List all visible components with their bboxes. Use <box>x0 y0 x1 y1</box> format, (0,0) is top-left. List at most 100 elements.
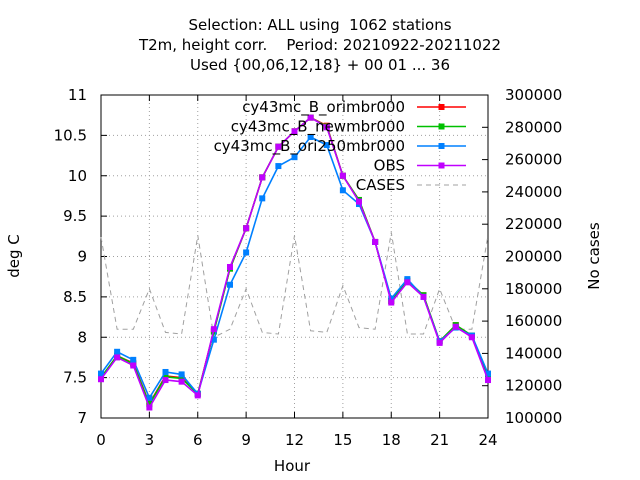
data-point <box>162 377 169 384</box>
data-point <box>194 392 201 399</box>
data-point <box>339 172 346 179</box>
data-point <box>130 356 137 363</box>
y2-tick-label: 160000 <box>505 312 562 330</box>
series-layer <box>98 114 491 411</box>
legend-label: cy43mc_B_newmbr000 <box>231 118 405 137</box>
data-point <box>178 371 185 378</box>
y-tick-label: 10 <box>68 167 87 185</box>
data-point <box>356 198 362 205</box>
data-point <box>210 336 217 343</box>
chart-title-line-3: Used {00,06,12,18} + 00 01 ... 36 <box>189 56 451 74</box>
x-axis-label: Hour <box>274 457 311 475</box>
data-point <box>243 225 250 232</box>
y-tick-label: 9 <box>77 248 87 266</box>
x-tick-label: 0 <box>96 431 106 449</box>
data-point <box>275 163 282 170</box>
legend-swatch-marker <box>438 123 445 130</box>
y-tick-label: 10.5 <box>54 126 87 144</box>
data-point <box>372 238 379 245</box>
data-point <box>420 293 427 300</box>
x-tick-label: 18 <box>382 431 401 449</box>
data-point <box>404 276 411 283</box>
data-point <box>146 404 153 411</box>
y2-tick-label: 220000 <box>505 215 562 233</box>
y-tick-label: 8 <box>77 328 87 346</box>
data-point <box>275 143 282 150</box>
series-line <box>100 232 489 339</box>
chart-title-line-1: Selection: ALL using 1062 stations <box>188 16 452 34</box>
y-tick-label: 9.5 <box>63 207 87 225</box>
y2-tick-label: 300000 <box>505 86 562 104</box>
data-point <box>210 326 217 333</box>
data-point <box>114 348 121 355</box>
data-point <box>130 362 137 369</box>
axis-ticks: 0 3 6 9 12 15 18 21 24 7 7.5 8 8.5 9 9.5 10 10.5 11 100000… <box>54 86 563 449</box>
legend-swatch-marker <box>438 104 445 110</box>
data-point <box>98 376 104 383</box>
data-point <box>404 279 411 286</box>
y2-tick-label: 120000 <box>505 377 562 395</box>
data-point <box>259 195 266 202</box>
x-tick-label: 3 <box>145 431 155 449</box>
data-point <box>146 394 153 401</box>
legend-label: CASES <box>356 176 405 194</box>
series-CASES <box>100 232 489 339</box>
data-point <box>452 323 459 330</box>
data-point <box>146 401 153 408</box>
legend: cy43mc_B_orimbr000cy43mc_B_newmbr000cy43… <box>214 98 466 194</box>
data-point <box>339 187 346 194</box>
series-line <box>100 116 489 410</box>
data-point <box>388 299 395 306</box>
y-tick-label: 7 <box>77 409 87 427</box>
data-point <box>98 370 104 377</box>
data-point <box>323 124 330 131</box>
data-point <box>162 368 169 375</box>
y2-tick-label: 180000 <box>505 280 562 298</box>
y-tick-label: 7.5 <box>63 369 87 387</box>
series-line <box>100 116 489 407</box>
series-OBS <box>98 114 491 411</box>
y2-tick-label: 140000 <box>505 344 562 362</box>
legend-swatch-marker <box>438 162 445 169</box>
legend-label: OBS <box>374 157 405 175</box>
x-tick-label: 21 <box>430 431 449 449</box>
data-point <box>291 154 298 161</box>
y-tick-label: 8.5 <box>63 288 87 306</box>
data-point <box>227 263 233 270</box>
x-tick-label: 9 <box>241 431 251 449</box>
data-point <box>114 354 121 361</box>
data-point <box>307 133 314 140</box>
legend-label: cy43mc_B_ori250mbr000 <box>214 137 405 156</box>
data-point <box>485 370 491 377</box>
data-point <box>162 373 169 380</box>
chart-title-line-2: T2m, height corr. Period: 20210922-20211… <box>138 36 502 54</box>
data-point <box>388 295 395 302</box>
y2-tick-label: 200000 <box>505 248 562 266</box>
legend-swatch-marker <box>438 143 445 149</box>
data-point <box>468 334 475 341</box>
y-axis-label: deg C <box>5 234 23 278</box>
y-tick-label: 11 <box>68 86 87 104</box>
series-line <box>100 116 489 406</box>
x-tick-label: 6 <box>193 431 203 449</box>
data-point <box>307 114 314 121</box>
data-point <box>436 339 443 346</box>
data-point <box>323 142 330 149</box>
y2-tick-label: 280000 <box>505 118 562 136</box>
x-tick-label: 12 <box>285 431 304 449</box>
y2-axis-label: No cases <box>585 222 603 290</box>
data-point <box>485 377 491 384</box>
y2-tick-label: 240000 <box>505 183 562 201</box>
data-point <box>178 378 185 385</box>
y2-tick-label: 100000 <box>505 409 562 427</box>
data-point <box>243 249 250 256</box>
x-tick-label: 15 <box>333 431 352 449</box>
y2-tick-label: 260000 <box>505 151 562 169</box>
data-point <box>178 375 185 382</box>
data-point <box>227 281 233 288</box>
data-point <box>291 128 298 135</box>
legend-label: cy43mc_B_orimbr000 <box>242 98 405 117</box>
data-point <box>259 174 266 181</box>
x-tick-label: 24 <box>478 431 497 449</box>
